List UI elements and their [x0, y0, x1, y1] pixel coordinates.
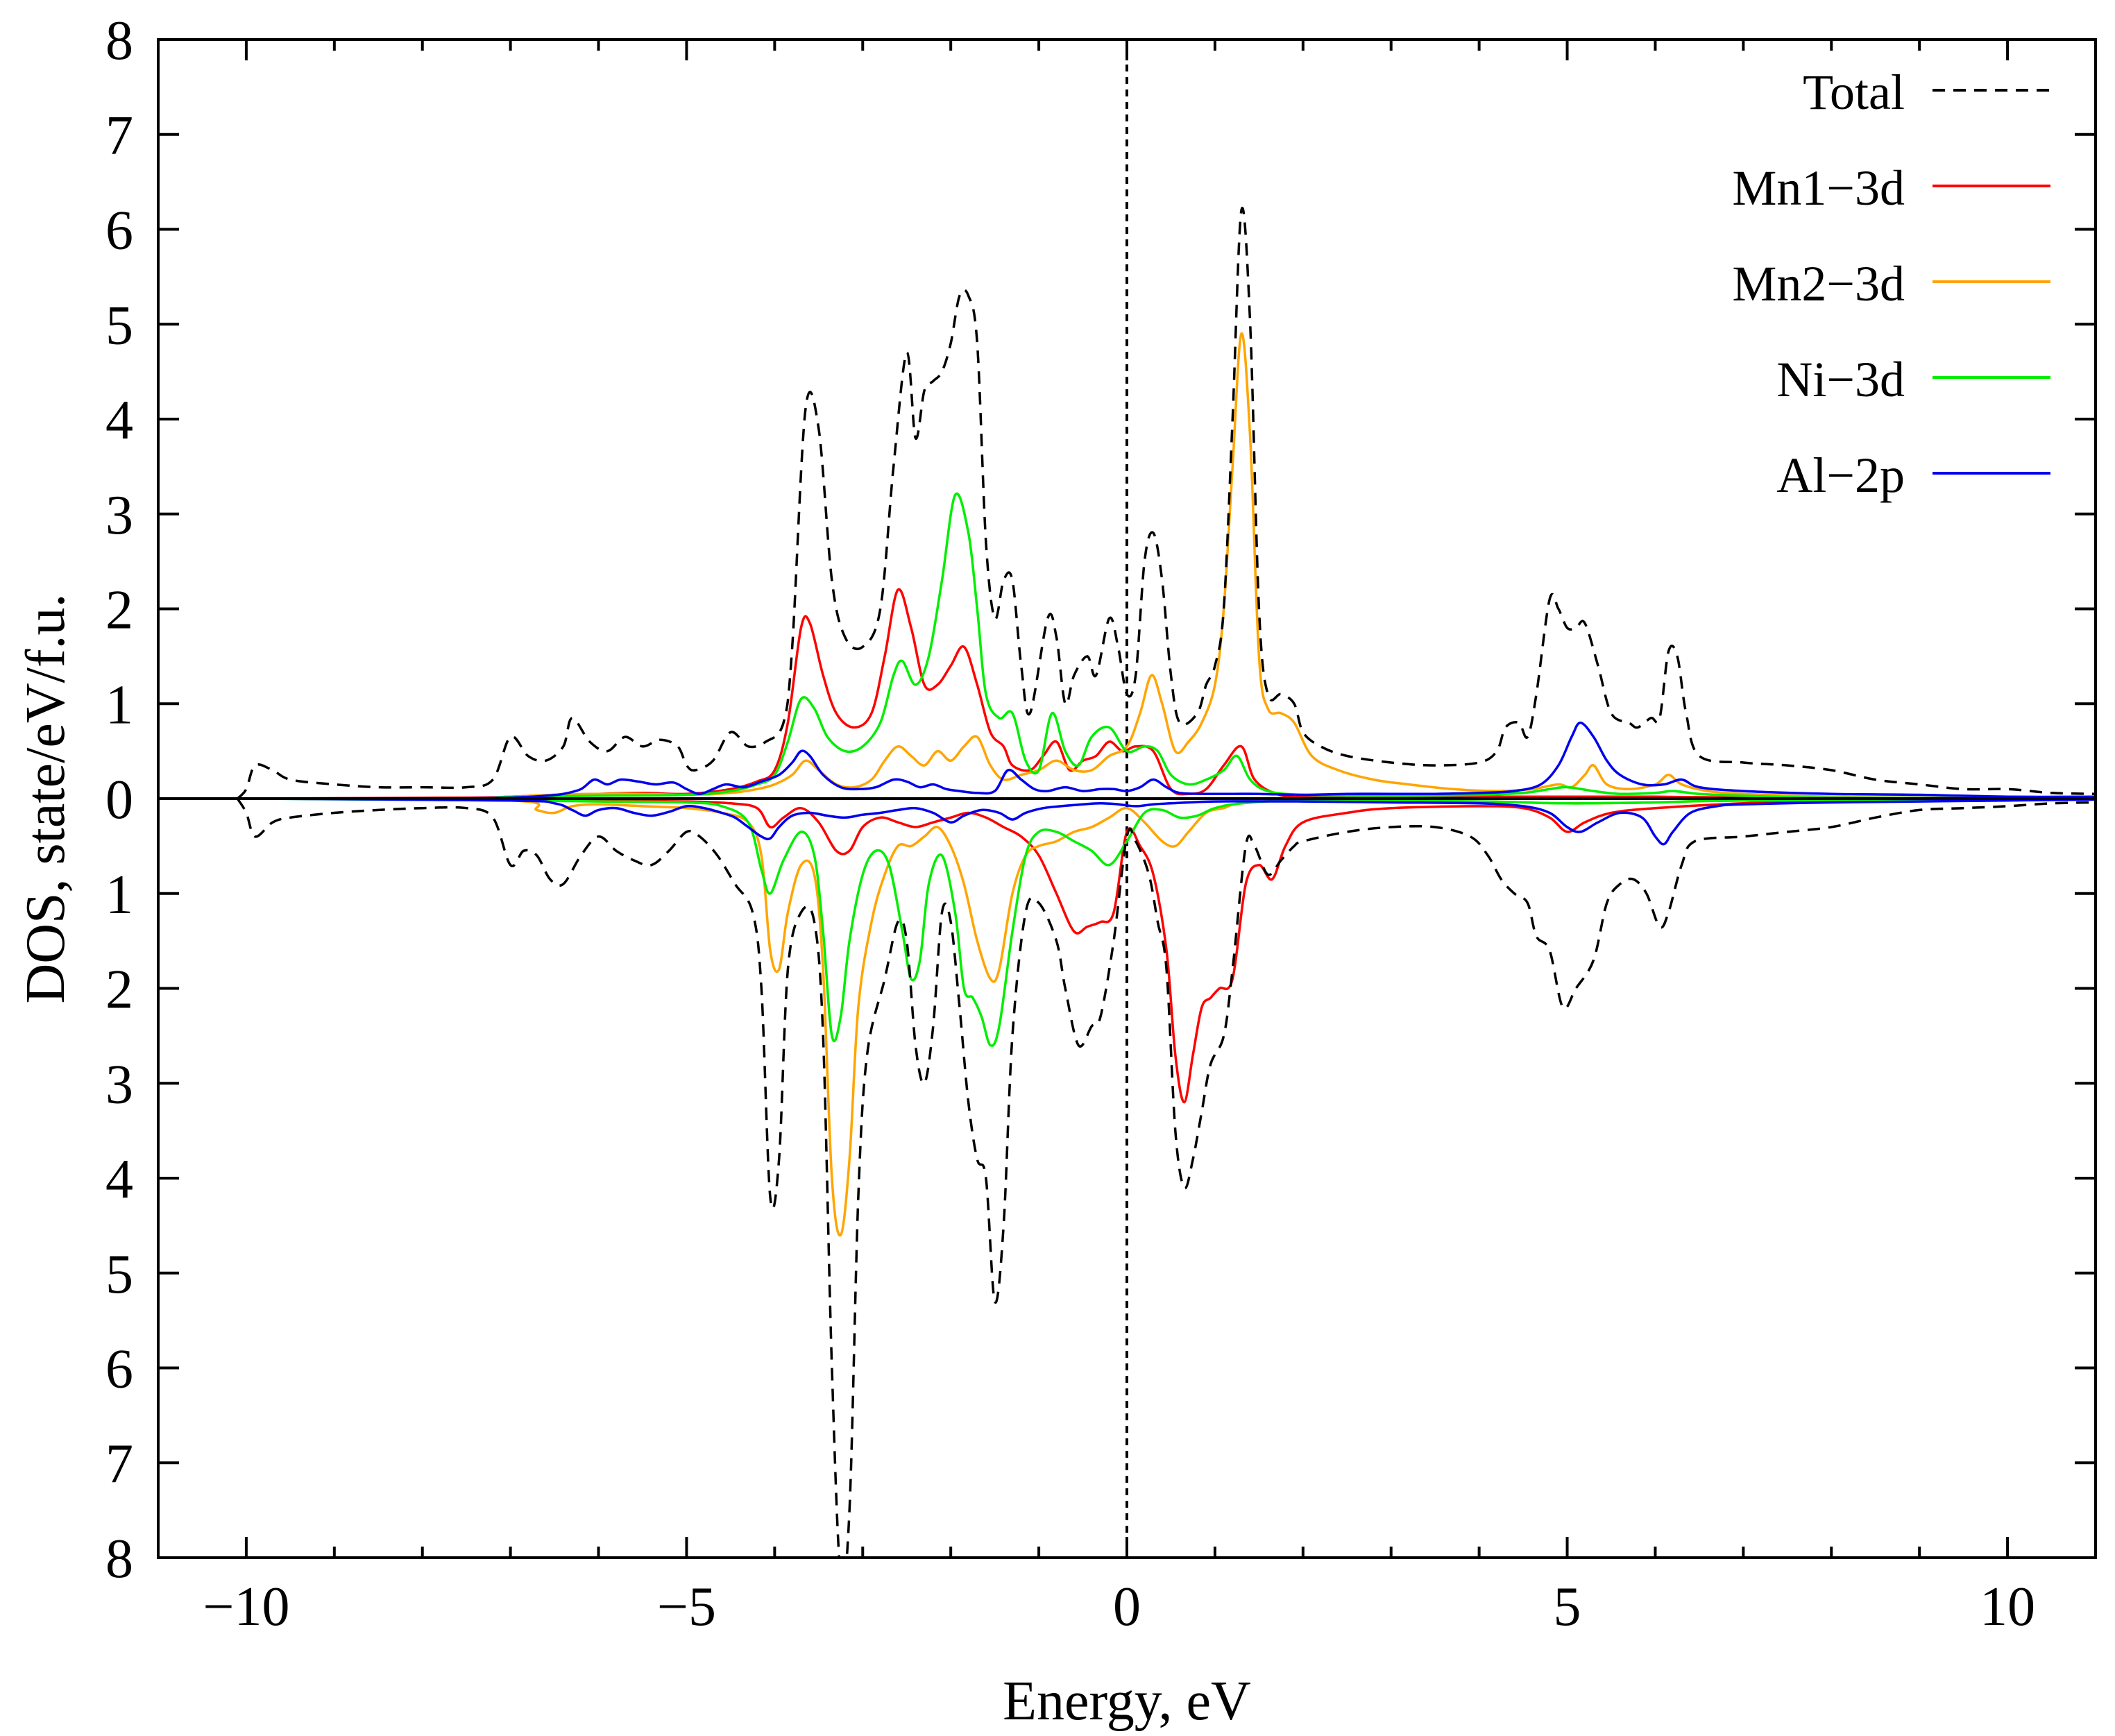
- y-axis-label: DOS, state/eV/f.u.: [15, 593, 76, 1003]
- x-tick-label: 0: [1113, 1576, 1141, 1637]
- plot-area: [157, 38, 2097, 1559]
- legend-label-al-2p: Al−2p: [1776, 448, 1905, 503]
- y-tick-label: 7: [105, 1433, 133, 1495]
- y-tick-label: 3: [105, 1054, 133, 1115]
- y-tick-label: 2: [105, 960, 133, 1021]
- legend-label-mn1-3d: Mn1−3d: [1732, 160, 1905, 216]
- y-tick-label: 2: [105, 580, 133, 641]
- legend: Total Mn1−3d Mn2−3d Ni−3d Al−2p: [1732, 65, 2050, 503]
- x-tick-label: 10: [1980, 1576, 2035, 1637]
- y-tick-labels: 8 7 6 5 4 3 2 1 0 1 2 3 4 5 6 7 8: [105, 10, 133, 1590]
- y-tick-label: 6: [105, 201, 133, 262]
- y-tick-label: 1: [105, 865, 133, 926]
- y-tick-label: 8: [105, 10, 133, 71]
- series-total-spin-down: [236, 798, 2096, 1558]
- y-tick-label: 8: [105, 1529, 133, 1590]
- y-tick-label: 5: [105, 295, 133, 356]
- legend-label-ni-3d: Ni−3d: [1776, 352, 1905, 407]
- series-al-2p-spin-down: [246, 797, 2096, 846]
- series-mn1-3d-spin-up: [246, 588, 2096, 800]
- legend-label-total: Total: [1803, 65, 1905, 120]
- y-tick-label: 1: [105, 674, 133, 735]
- y-tick-label: 6: [105, 1339, 133, 1400]
- axis-ticks: [157, 38, 2097, 1559]
- y-tick-label: 5: [105, 1244, 133, 1305]
- x-tick-label: −5: [657, 1576, 716, 1637]
- y-tick-label: 3: [105, 485, 133, 546]
- x-tick-labels: −10 −5 0 5 10: [203, 1576, 2035, 1637]
- series-al-2p-spin-up: [246, 721, 2096, 800]
- x-tick-label: −10: [203, 1576, 289, 1637]
- y-tick-label: 4: [105, 390, 133, 451]
- series-mn2-3d-spin-up: [246, 332, 2096, 800]
- series-ni-3d-spin-up: [246, 492, 2096, 800]
- y-tick-label: 4: [105, 1149, 133, 1210]
- x-axis-label: Energy, eV: [1003, 1671, 1251, 1732]
- legend-label-mn2-3d: Mn2−3d: [1732, 256, 1905, 312]
- y-tick-label: 7: [105, 105, 133, 167]
- y-tick-label: 0: [105, 769, 133, 831]
- series-lines: [236, 207, 2096, 1558]
- x-tick-label: 5: [1554, 1576, 1581, 1637]
